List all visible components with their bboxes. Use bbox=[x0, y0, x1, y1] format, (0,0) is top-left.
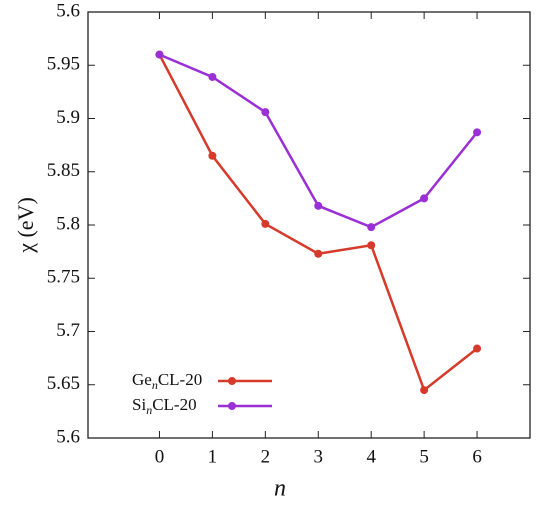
y-tick-label: 5.6 bbox=[56, 0, 80, 21]
legend-label-part: Ge bbox=[132, 370, 152, 389]
y-tick-label: 5.6 bbox=[56, 426, 80, 447]
legend-marker bbox=[228, 402, 236, 410]
point bbox=[261, 219, 270, 228]
legend-label-part: n bbox=[146, 403, 152, 417]
legend-marker bbox=[228, 377, 236, 385]
legend-label-part: CL-20 bbox=[158, 370, 202, 389]
point bbox=[208, 151, 217, 160]
x-tick-label: 4 bbox=[366, 446, 376, 467]
point bbox=[261, 108, 270, 117]
legend-label-part: Si bbox=[132, 395, 146, 414]
point bbox=[208, 72, 217, 81]
x-axis-label: n bbox=[274, 476, 286, 502]
series-line bbox=[158, 53, 479, 229]
point bbox=[420, 194, 429, 203]
point bbox=[314, 201, 323, 210]
point bbox=[473, 344, 482, 353]
y-tick-label: 5.7 bbox=[56, 320, 80, 341]
legend-label-part: n bbox=[152, 378, 158, 392]
legend-label-part: CL-20 bbox=[152, 395, 196, 414]
point bbox=[367, 241, 376, 250]
x-tick-label: 3 bbox=[314, 446, 324, 467]
y-axis-label: χ (eV) bbox=[13, 197, 38, 254]
point bbox=[420, 386, 429, 395]
y-tick-label: 5.75 bbox=[47, 267, 80, 288]
y-tick-label: 5.9 bbox=[56, 107, 80, 128]
y-tick-label: 5.95 bbox=[47, 54, 80, 75]
x-tick-label: 6 bbox=[472, 446, 482, 467]
point bbox=[367, 223, 376, 232]
legend-label: GenCL-20 bbox=[132, 370, 202, 392]
series-line bbox=[158, 54, 478, 393]
point bbox=[473, 128, 482, 137]
x-tick-label: 2 bbox=[261, 446, 271, 467]
plot-frame bbox=[87, 11, 531, 439]
y-tick-label: 5.85 bbox=[47, 160, 80, 181]
y-tick-label: 5.8 bbox=[56, 213, 80, 234]
y-tick-label: 5.65 bbox=[47, 373, 80, 394]
x-tick-label: 1 bbox=[208, 446, 218, 467]
point bbox=[155, 50, 164, 59]
point bbox=[314, 249, 323, 258]
x-tick-label: 5 bbox=[419, 446, 429, 467]
x-tick-label: 0 bbox=[155, 446, 165, 467]
legend-label: SinCL-20 bbox=[132, 395, 197, 417]
